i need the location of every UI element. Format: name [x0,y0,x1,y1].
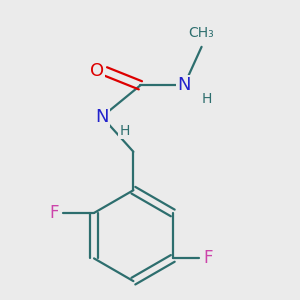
Text: F: F [203,249,212,267]
Text: O: O [90,62,104,80]
Text: H: H [119,124,130,138]
Text: H: H [202,92,212,106]
Text: N: N [95,108,109,126]
Text: F: F [49,204,58,222]
Text: CH₃: CH₃ [189,26,214,40]
Text: N: N [177,76,191,94]
